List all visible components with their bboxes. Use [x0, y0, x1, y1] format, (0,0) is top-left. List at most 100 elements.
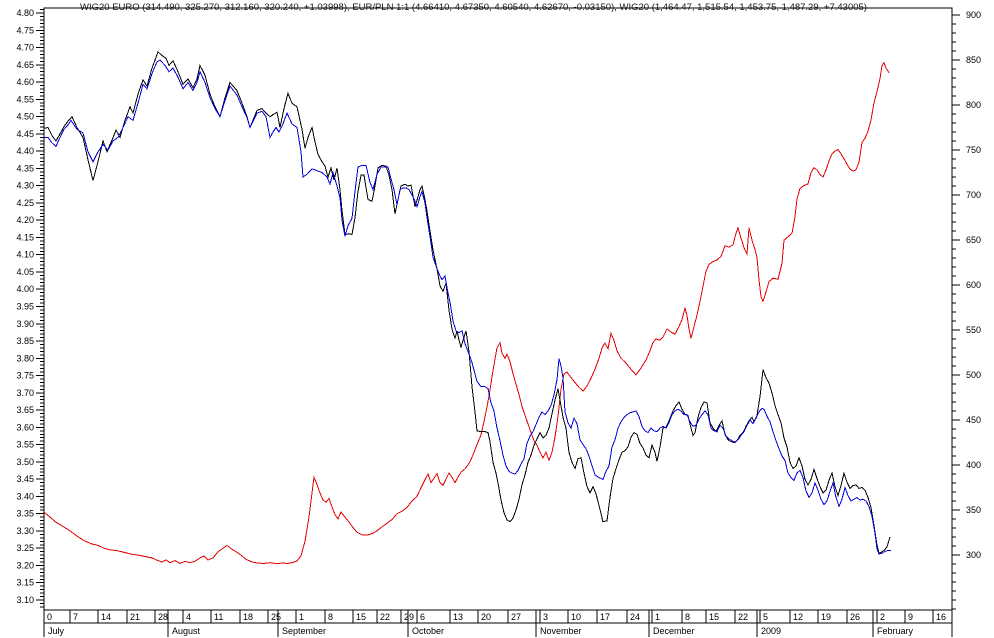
right-axis-label: 600	[966, 280, 981, 290]
week-tick-label: 6	[420, 612, 425, 622]
right-axis: 900 850 800 750 700 650 600 550 500 450 400 350 300	[952, 10, 981, 610]
left-axis-label: 4.05	[16, 267, 34, 277]
left-axis-label: 3.80	[16, 353, 34, 363]
week-tick-label: 16	[936, 612, 946, 622]
week-tick-label: 1	[299, 612, 304, 622]
week-tick-label: 12	[793, 612, 803, 622]
week-tick-label: 25	[271, 612, 281, 622]
right-axis-label: 450	[966, 415, 981, 425]
week-tick-label: 18	[243, 612, 253, 622]
week-tick-label: 24	[630, 612, 640, 622]
right-axis-label: 900	[966, 10, 981, 20]
week-tick-label: 1	[655, 612, 660, 622]
week-tick-label: 2	[880, 612, 885, 622]
x-axis: 0 7 14 21 28 4 11 18 25 1 8 15 22 29 6 13 20 27 3 10 17 24 1 8 1…	[43, 610, 953, 637]
left-axis-label: 4.35	[16, 163, 34, 173]
week-tick-label: 29	[404, 612, 414, 622]
right-axis-label: 800	[966, 100, 981, 110]
left-axis-label: 3.75	[16, 371, 34, 381]
week-tick-label: 8	[685, 612, 690, 622]
left-axis-label: 4.10	[16, 250, 34, 260]
left-axis-label: 3.30	[16, 526, 34, 536]
left-axis-label: 3.25	[16, 543, 34, 553]
price-line[interactable]	[44, 59, 891, 555]
left-axis-label: 3.35	[16, 509, 34, 519]
left-axis-label: 4.70	[16, 43, 34, 53]
week-tick-label: 17	[600, 612, 610, 622]
left-axis-label: 3.55	[16, 440, 34, 450]
left-axis-label: 3.65	[16, 405, 34, 415]
left-axis-label: 3.20	[16, 560, 34, 570]
left-axis: 4.80 4.75 4.70 4.65 4.60 4.55 4.50 4.45 4.40 4.35…	[16, 8, 44, 608]
plot-border	[43, 7, 953, 611]
left-axis-label: 4.65	[16, 60, 34, 70]
week-tick-label: 13	[453, 612, 463, 622]
right-axis-label: 500	[966, 370, 981, 380]
month-label: September	[282, 626, 326, 636]
left-axis-label: 4.75	[16, 25, 34, 35]
series-wig20-euro[interactable]	[43, 51, 891, 554]
week-tick-label: 9	[908, 612, 913, 622]
week-tick-label: 8	[328, 612, 333, 622]
left-axis-label: 3.90	[16, 319, 34, 329]
month-label: February	[877, 626, 914, 636]
left-axis-label: 4.15	[16, 232, 34, 242]
week-tick-label: 3	[543, 612, 548, 622]
week-tick-label: 11	[214, 612, 223, 622]
left-axis-label: 3.45	[16, 474, 34, 484]
left-axis-label: 4.20	[16, 215, 34, 225]
left-axis-label: 3.95	[16, 302, 34, 312]
week-tick-label: 14	[101, 612, 111, 622]
left-axis-label: 4.50	[16, 112, 34, 122]
left-axis-label: 4.00	[16, 284, 34, 294]
month-label: November	[540, 626, 582, 636]
week-tick-label: 27	[511, 612, 521, 622]
week-tick-label: 22	[380, 612, 390, 622]
week-tick-label: 15	[356, 612, 366, 622]
right-axis-label: 700	[966, 190, 981, 200]
right-axis-label: 850	[966, 55, 981, 65]
week-tick-label: 15	[709, 612, 719, 622]
series-wig20[interactable]	[44, 59, 891, 555]
month-label: October	[412, 626, 444, 636]
series-eur-pln-1-1[interactable]	[43, 61, 890, 565]
left-axis-label: 4.25	[16, 198, 34, 208]
week-tick-label: 22	[738, 612, 748, 622]
left-axis-label: 3.85	[16, 336, 34, 346]
month-label: August	[172, 626, 201, 636]
month-label: December	[653, 626, 695, 636]
week-tick-label: 28	[158, 612, 168, 622]
left-axis-label: 3.10	[16, 595, 34, 605]
month-label: 2009	[761, 626, 781, 636]
left-axis-label: 4.80	[16, 8, 34, 18]
week-tick-label: 7	[73, 612, 78, 622]
left-axis-label: 4.55	[16, 94, 34, 104]
price-line[interactable]	[43, 61, 890, 565]
week-tick-label: 0	[47, 612, 52, 622]
right-axis-label: 300	[966, 550, 981, 560]
price-line[interactable]	[43, 51, 891, 554]
left-axis-label: 3.15	[16, 578, 34, 588]
week-tick-label: 4	[186, 612, 191, 622]
right-axis-label: 550	[966, 325, 981, 335]
month-label: July	[48, 626, 65, 636]
left-axis-label: 3.50	[16, 457, 34, 467]
right-axis-label: 400	[966, 460, 981, 470]
week-tick-label: 20	[481, 612, 491, 622]
week-tick-label: 26	[850, 612, 860, 622]
right-axis-label: 350	[966, 505, 981, 515]
week-tick-label: 19	[821, 612, 831, 622]
left-axis-label: 4.60	[16, 77, 34, 87]
week-tick-label: 21	[130, 612, 140, 622]
left-axis-label: 4.40	[16, 146, 34, 156]
left-axis-label: 3.70	[16, 388, 34, 398]
right-axis-label: 750	[966, 145, 981, 155]
week-tick-label: 10	[571, 612, 581, 622]
left-axis-label: 3.60	[16, 422, 34, 432]
left-axis-label: 4.30	[16, 181, 34, 191]
left-axis-label: 4.45	[16, 129, 34, 139]
left-axis-label: 3.40	[16, 491, 34, 501]
week-tick-label: 5	[763, 612, 768, 622]
